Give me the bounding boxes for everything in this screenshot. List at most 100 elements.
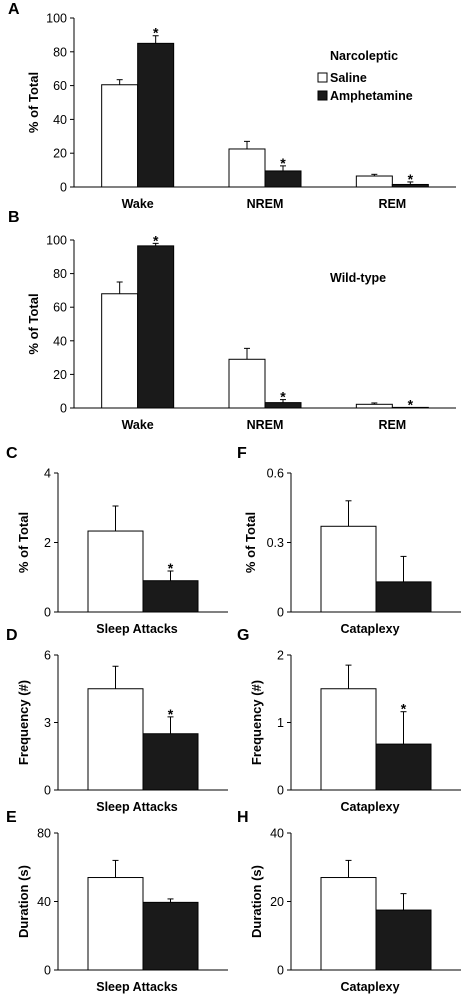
panel-a-ytick-label: 100 xyxy=(46,12,67,26)
panel-g-category-label: Cataplexy xyxy=(340,800,399,814)
panel-b-significance-star: * xyxy=(408,397,414,413)
legend-saline-swatch xyxy=(317,72,328,83)
panel-g-bar-saline-cataplexy xyxy=(320,688,377,791)
panel-a-category-label: NREM xyxy=(247,197,284,211)
panel-f: F 0 0.3 0.6 % of Total Cataplexy xyxy=(237,445,461,636)
panel-h-ytick-label: 40 xyxy=(270,827,284,841)
panel-f-bar-amphetamine-cataplexy xyxy=(375,581,432,613)
panel-g-ytick-label: 2 xyxy=(277,649,284,663)
panel-b-bar-saline-nrem xyxy=(228,358,266,409)
panel-b-category-label: NREM xyxy=(247,418,284,432)
panel-a-bar-saline-wake xyxy=(101,84,139,188)
panel-d-letter: D xyxy=(6,627,18,644)
panel-a-category-label: REM xyxy=(378,197,406,211)
panel-b-ytick-label: 40 xyxy=(53,334,67,348)
panel-a-ytick-label: 0 xyxy=(60,181,67,195)
panel-c: C 0 2 4 % of Total * Sleep Attacks xyxy=(6,445,228,636)
panel-d-ylabel: Frequency (#) xyxy=(16,680,31,765)
panel-d-bar-saline-sleep-attacks xyxy=(87,688,144,791)
panel-b-bar-saline-wake xyxy=(101,293,139,409)
panel-c-ytick-label: 0 xyxy=(44,606,51,620)
panel-a-significance-star: * xyxy=(280,155,286,171)
panel-b-bar-amphetamine-wake xyxy=(137,245,175,409)
panel-a-ytick-label: 60 xyxy=(53,79,67,93)
panel-h-ytick-label: 20 xyxy=(270,895,284,909)
panel-c-category-label: Sleep Attacks xyxy=(96,622,178,636)
panel-f-bar-saline-cataplexy xyxy=(320,525,377,613)
panel-b-letter: B xyxy=(8,209,20,226)
panel-e: E 0 40 80 Duration (s) Sleep Attacks xyxy=(6,809,228,994)
panel-e-bar-amphetamine-sleep-attacks xyxy=(142,901,199,971)
panel-f-category-label: Cataplexy xyxy=(340,622,399,636)
panel-b-category-label: Wake xyxy=(122,418,154,432)
panel-c-bar-saline-sleep-attacks xyxy=(87,530,144,613)
panel-f-ytick-label: 0.6 xyxy=(267,467,284,481)
panel-g-ylabel: Frequency (#) xyxy=(249,680,264,765)
panel-g-ytick-label: 1 xyxy=(277,716,284,730)
legend-amphetamine-swatch xyxy=(317,90,328,101)
panel-c-ytick-label: 2 xyxy=(44,536,51,550)
panel-a: A 0 20 40 60 80 100 % of Total Narcoleptic * Wake *… xyxy=(8,1,456,211)
panel-b-ytick-label: 0 xyxy=(60,402,67,416)
panel-g-ytick-label: 0 xyxy=(277,784,284,798)
panel-b-ytick-label: 60 xyxy=(53,301,67,315)
panel-b-ylabel: % of Total xyxy=(26,293,41,354)
panel-g-bar-amphetamine-cataplexy xyxy=(375,743,432,791)
panel-f-letter: F xyxy=(237,445,247,462)
panel-d-ytick-label: 6 xyxy=(44,649,51,663)
panel-e-bar-saline-sleep-attacks xyxy=(87,877,144,971)
panel-d-ytick-label: 3 xyxy=(44,716,51,730)
panel-f-ylabel: % of Total xyxy=(243,512,258,573)
legend-amphetamine-label: Amphetamine xyxy=(330,89,413,103)
panel-e-ytick-label: 80 xyxy=(37,827,51,841)
panel-e-letter: E xyxy=(6,809,17,826)
panel-h-letter: H xyxy=(237,809,249,826)
panel-b-bar-saline-rem xyxy=(355,403,393,409)
panel-a-ytick-label: 40 xyxy=(53,113,67,127)
panel-h: H 0 20 40 Duration (s) Cataplexy xyxy=(237,809,461,994)
panel-d-category-label: Sleep Attacks xyxy=(96,800,178,814)
panel-a-bar-saline-nrem xyxy=(228,148,266,188)
panel-a-ytick-label: 20 xyxy=(53,147,67,161)
panel-c-ytick-label: 4 xyxy=(44,467,51,481)
panel-a-category-label: Wake xyxy=(122,197,154,211)
panel-a-letter: A xyxy=(8,1,20,18)
panel-g: G 0 1 2 Frequency (#) * Cataplexy xyxy=(237,627,461,814)
panel-b-annotation: Wild-type xyxy=(330,271,386,285)
panel-b-ytick-label: 20 xyxy=(53,368,67,382)
panel-c-significance-star: * xyxy=(168,560,174,576)
panel-a-bar-amphetamine-wake xyxy=(137,42,175,188)
panel-d: D 0 3 6 Frequency (#) * Sleep Attacks xyxy=(6,627,228,814)
legend-saline-label: Saline xyxy=(330,71,367,85)
panel-b-ytick-label: 100 xyxy=(46,234,67,248)
panel-a-significance-star: * xyxy=(153,25,159,41)
panel-c-letter: C xyxy=(6,445,18,462)
panel-e-ylabel: Duration (s) xyxy=(16,865,31,938)
panel-a-ylabel: % of Total xyxy=(26,72,41,133)
panel-a-significance-star: * xyxy=(408,171,414,187)
panel-c-bar-amphetamine-sleep-attacks xyxy=(142,580,199,613)
panel-b: B 0 20 40 60 80 100 % of Total Wild-type * Wake * NR… xyxy=(8,209,456,432)
panel-h-category-label: Cataplexy xyxy=(340,980,399,994)
panel-b-ytick-label: 80 xyxy=(53,267,67,281)
panel-d-bar-amphetamine-sleep-attacks xyxy=(142,733,199,791)
panel-h-ytick-label: 0 xyxy=(277,964,284,978)
panel-e-ytick-label: 0 xyxy=(44,964,51,978)
panel-h-ylabel: Duration (s) xyxy=(249,865,264,938)
panel-b-significance-star: * xyxy=(153,232,159,248)
panel-a-bar-amphetamine-nrem xyxy=(264,170,302,188)
panel-c-ylabel: % of Total xyxy=(16,512,31,573)
panel-b-category-label: REM xyxy=(378,418,406,432)
panel-d-ytick-label: 0 xyxy=(44,784,51,798)
panel-e-category-label: Sleep Attacks xyxy=(96,980,178,994)
panel-g-letter: G xyxy=(237,627,249,644)
panel-h-bar-saline-cataplexy xyxy=(320,877,377,971)
panel-f-ytick-label: 0.3 xyxy=(267,536,284,550)
panel-g-significance-star: * xyxy=(401,701,407,717)
panel-e-ytick-label: 40 xyxy=(37,895,51,909)
panel-h-bar-amphetamine-cataplexy xyxy=(375,909,432,971)
panel-a-bar-saline-rem xyxy=(355,175,393,188)
panel-a-annotation: Narcoleptic xyxy=(330,49,398,63)
panel-f-ytick-label: 0 xyxy=(277,606,284,620)
